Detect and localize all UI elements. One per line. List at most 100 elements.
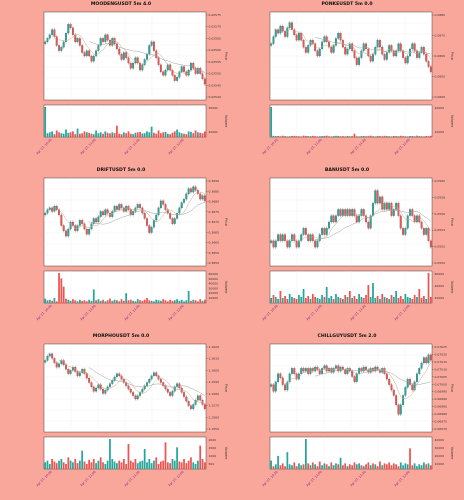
volume-bar xyxy=(316,466,319,469)
candle-body xyxy=(90,382,93,387)
volume-bar xyxy=(284,136,286,137)
volume-bar xyxy=(72,131,74,137)
candle-body xyxy=(397,203,400,216)
volume-bar xyxy=(53,298,56,303)
volume-bar xyxy=(183,133,185,137)
volume-bar xyxy=(65,298,67,303)
candle-body xyxy=(78,220,81,226)
candle-body xyxy=(90,55,93,62)
chart-title: MORPHOUSDT 5m 0.0 xyxy=(92,334,150,339)
candle-body xyxy=(358,368,361,374)
candle-body xyxy=(286,240,289,248)
volume-bar xyxy=(406,464,409,469)
candle-body xyxy=(288,240,291,248)
volume-bar xyxy=(166,133,169,137)
volume-bar xyxy=(201,133,204,137)
volume-bar xyxy=(164,131,167,137)
volume-bar xyxy=(316,136,319,137)
chart-morpho: 1.1620 1.1610 1.1600 1.1590 1.1580 1.1570 1.15… xyxy=(35,343,228,487)
volume-bar xyxy=(169,299,172,303)
candle-body xyxy=(429,66,432,72)
candle-body xyxy=(277,234,280,241)
chart-title: CHILLGUYUSDT 5m 2.0 xyxy=(317,334,377,339)
candle-body xyxy=(111,380,114,384)
volume-tick-label: 60000 xyxy=(435,272,445,276)
candle-body xyxy=(348,43,351,50)
candle-body xyxy=(360,368,363,372)
moving-average-line xyxy=(315,369,431,385)
candle-body xyxy=(339,209,342,216)
volume-bar xyxy=(314,136,317,137)
volume-bar xyxy=(330,462,333,469)
candle-body xyxy=(48,34,51,39)
volume-bar xyxy=(164,442,167,469)
volume-tick-label: 50000 xyxy=(209,277,219,281)
y-tick-label: 0.3670 xyxy=(209,220,220,224)
candle-body xyxy=(390,384,393,391)
candle-body xyxy=(192,62,195,69)
volume-bar xyxy=(78,460,81,469)
candle-body xyxy=(274,29,277,37)
volume-tick-label: 20000 xyxy=(209,291,219,295)
candle-body xyxy=(106,209,109,214)
candle-body xyxy=(85,373,88,379)
volume-bar xyxy=(162,132,165,137)
candle-body xyxy=(92,55,95,62)
candle-body xyxy=(44,360,47,363)
candle-body xyxy=(314,366,317,372)
volume-bar xyxy=(427,273,430,303)
candle-body xyxy=(118,48,121,55)
x-tick-label: Apr 27, 10:30 xyxy=(35,138,52,155)
volume-bar xyxy=(337,135,340,137)
volume-bar xyxy=(413,463,416,469)
volume-bar xyxy=(171,300,174,303)
chart-ban: 0.0560 0.0558 0.0556 0.0554 0.0552 0.0550 Pric… xyxy=(261,177,454,321)
volume-bar xyxy=(392,463,395,469)
moving-average-line xyxy=(59,360,205,404)
candle-body xyxy=(104,34,107,42)
volume-bar xyxy=(427,136,430,137)
volume-bar xyxy=(106,300,109,303)
candle-body xyxy=(143,213,146,219)
volume-bar xyxy=(104,131,107,137)
y-tick-label: 0.07010 xyxy=(435,367,447,371)
candle-body xyxy=(355,373,358,382)
candle-body xyxy=(411,384,414,391)
volume-tick-label: 1000 xyxy=(209,454,217,458)
volume-bar xyxy=(342,136,344,137)
candle-body xyxy=(190,62,192,71)
volume-bar xyxy=(125,293,128,303)
candle-body xyxy=(328,221,330,229)
candle-body xyxy=(418,368,421,374)
candle-body xyxy=(392,50,395,57)
volume-bar xyxy=(323,297,326,303)
candle-body xyxy=(392,389,395,396)
candle-body xyxy=(95,387,98,392)
volume-bar xyxy=(146,462,148,469)
candle-body xyxy=(150,227,153,233)
volume-bar xyxy=(48,464,51,469)
candle-body xyxy=(148,45,151,55)
volume-bar xyxy=(339,457,342,469)
volume-bar xyxy=(335,294,337,303)
candle-body xyxy=(173,75,176,81)
volume-bar xyxy=(69,132,72,137)
volume-bar xyxy=(425,299,428,303)
volume-bar xyxy=(399,462,402,469)
y-tick-label: 1.1560 xyxy=(209,415,220,419)
candle-body xyxy=(304,47,307,53)
volume-bar xyxy=(134,459,137,469)
x-tick-label: Apr 27, 10:30 xyxy=(35,470,52,487)
volume-tick-label: 40000 xyxy=(435,438,445,442)
volume-bar xyxy=(125,133,128,137)
candle-body xyxy=(171,391,174,396)
candle-body xyxy=(97,216,100,223)
candle-body xyxy=(302,368,305,372)
volume-bar xyxy=(157,464,160,469)
volume-bar xyxy=(392,297,395,303)
candle-body xyxy=(422,357,425,364)
volume-bar xyxy=(169,134,172,137)
volume-bar xyxy=(409,298,411,303)
volume-bar xyxy=(88,299,91,303)
y-tick-label: 0.07020 xyxy=(435,352,447,356)
